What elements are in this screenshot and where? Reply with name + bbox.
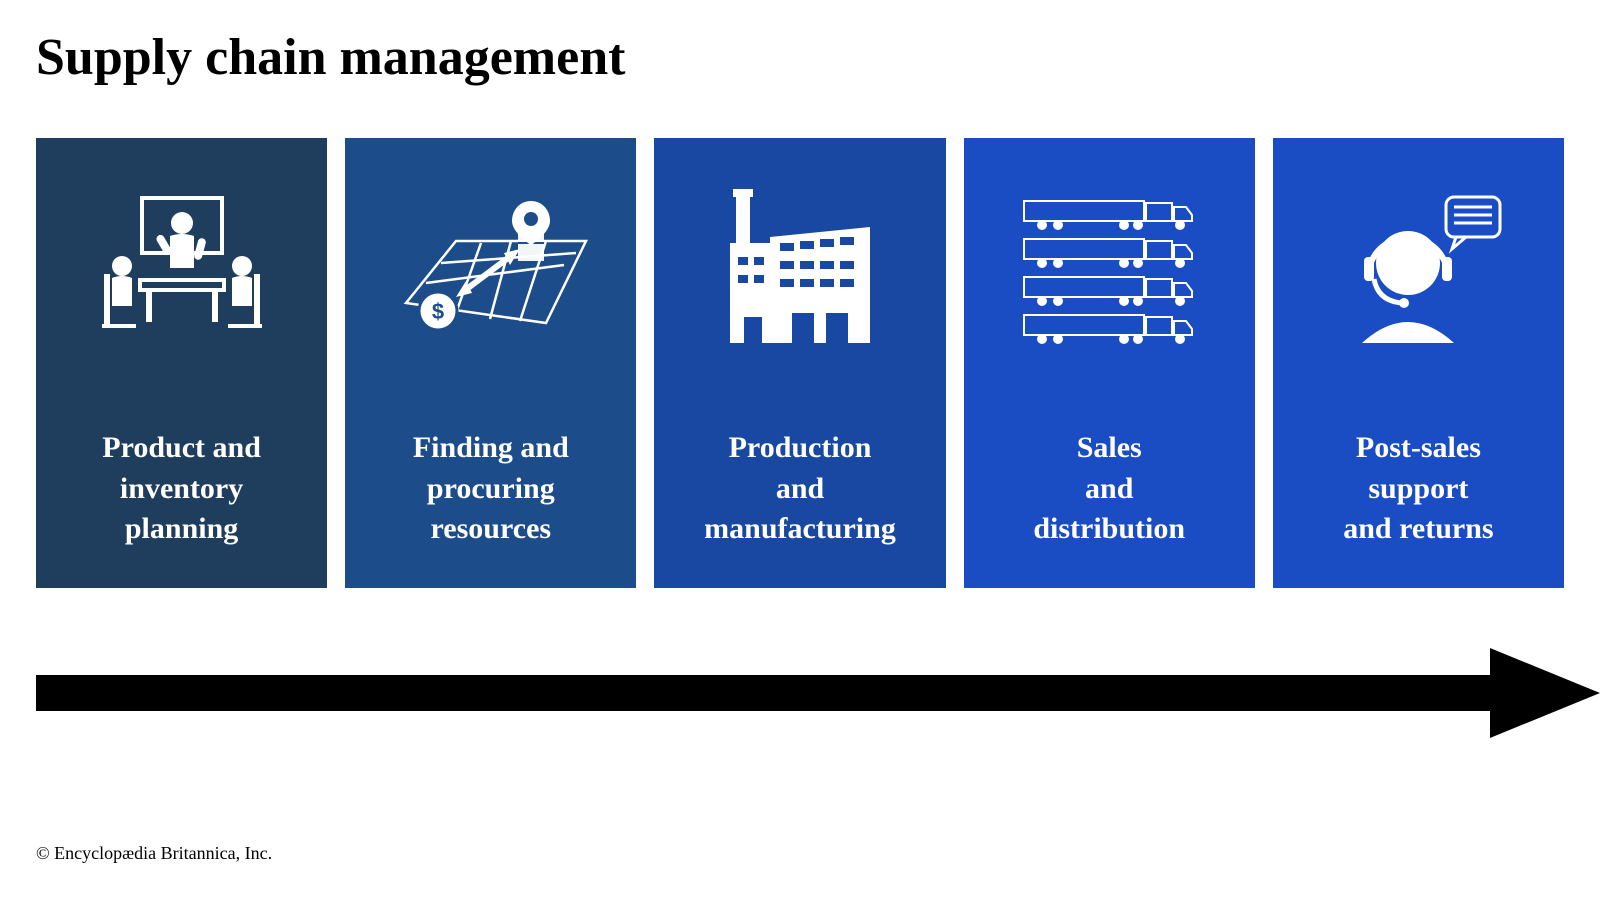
svg-text:$: $ xyxy=(432,299,444,324)
panel-support: Post-sales support and returns xyxy=(1273,138,1564,588)
arrow-shape xyxy=(36,648,1600,738)
page-title: Supply chain management xyxy=(36,28,625,87)
panel-label-line: planning xyxy=(125,512,238,545)
panel-label-line: Product and xyxy=(102,431,261,464)
panel-label: Sales and distribution xyxy=(1023,428,1195,550)
factory-icon xyxy=(654,178,945,358)
panel-distribution: Sales and distribution xyxy=(964,138,1255,588)
panel-label-line: procuring xyxy=(427,472,555,505)
meeting-icon xyxy=(36,178,327,358)
panel-label-line: Sales xyxy=(1077,431,1142,464)
panel-label: Post-sales support and returns xyxy=(1333,428,1503,550)
panel-label-line: and xyxy=(776,472,824,505)
panel-label-line: distribution xyxy=(1033,512,1185,545)
map-pin-icon: $ xyxy=(345,178,636,358)
panel-label-line: Production xyxy=(729,431,872,464)
panel-manufacturing: Production and manufacturing xyxy=(654,138,945,588)
panel-label-line: Post-sales xyxy=(1356,431,1481,464)
trucks-icon xyxy=(964,178,1255,358)
panel-label-line: manufacturing xyxy=(704,512,896,545)
panel-planning: Product and inventory planning xyxy=(36,138,327,588)
headset-icon xyxy=(1273,178,1564,358)
panel-label: Product and inventory planning xyxy=(92,428,271,550)
panel-label-line: support xyxy=(1368,472,1468,505)
panel-label-line: and returns xyxy=(1343,512,1493,545)
flow-arrow xyxy=(36,648,1600,738)
panel-procurement: $ Finding and procuring resources xyxy=(345,138,636,588)
panel-label-line: resources xyxy=(431,512,552,545)
panel-label-line: inventory xyxy=(120,472,243,505)
panel-label-line: Finding and xyxy=(413,431,569,464)
panel-label-line: and xyxy=(1085,472,1133,505)
panel-label: Production and manufacturing xyxy=(694,428,906,550)
panel-label: Finding and procuring resources xyxy=(403,428,579,550)
copyright-text: © Encyclopædia Britannica, Inc. xyxy=(36,843,272,864)
panel-row: Product and inventory planning xyxy=(36,138,1564,588)
